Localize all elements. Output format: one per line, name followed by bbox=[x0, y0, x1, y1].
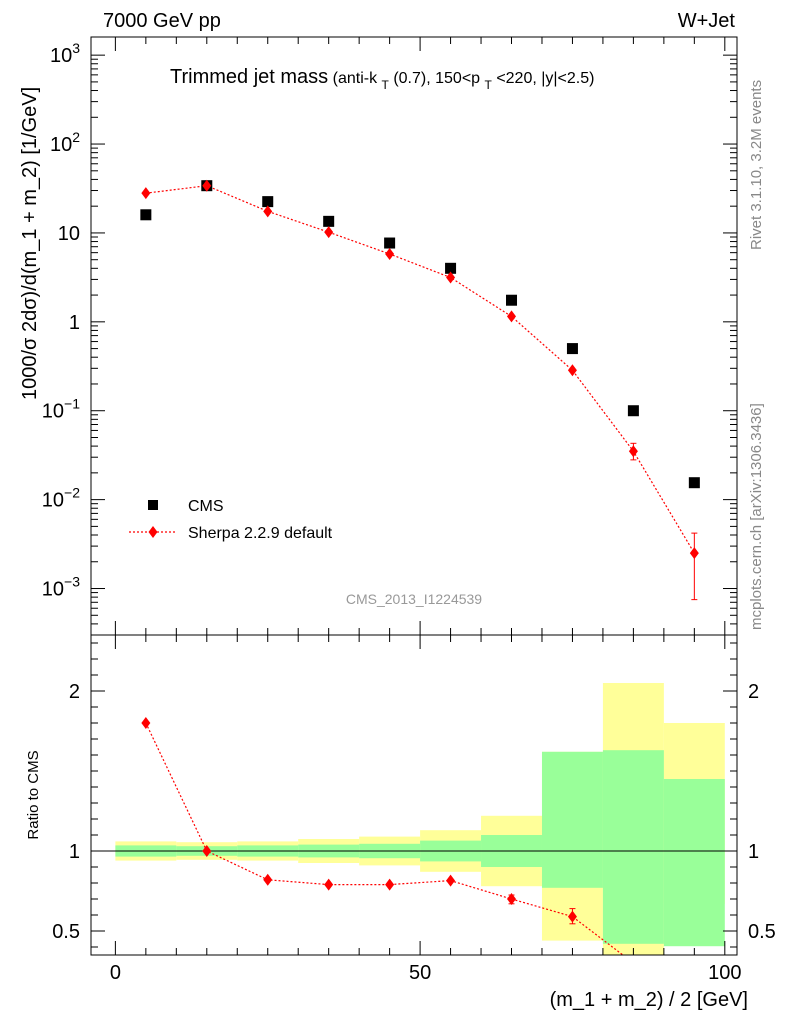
main-sherpa-errors bbox=[630, 442, 698, 601]
legend-cms-marker bbox=[148, 500, 158, 510]
main-y-tick-label-exp: 3 bbox=[72, 40, 80, 56]
header-right-label: W+Jet bbox=[678, 10, 736, 32]
cms-point bbox=[140, 209, 152, 221]
main-y-tick-label-exp: −3 bbox=[64, 574, 80, 590]
ratio-sherpa-line bbox=[145, 722, 624, 955]
sherpa-point bbox=[689, 547, 699, 560]
ratio-y-tick-label-right: 0.5 bbox=[748, 921, 776, 943]
chart-title-detail-sub1: T bbox=[382, 78, 390, 92]
cms-point bbox=[627, 405, 639, 417]
main-y-tick-label-base: 10 bbox=[50, 134, 72, 156]
ratio-y-tick-label: 2 bbox=[69, 681, 80, 703]
stat-uncertainty-band bbox=[602, 750, 664, 944]
cms-point bbox=[566, 343, 578, 355]
chart-title-detail-sub2: T bbox=[485, 78, 493, 92]
ratio-x-tick-labels: 0 50 100 bbox=[110, 962, 742, 984]
ratio-sherpa-point bbox=[324, 878, 334, 891]
main-y-tick-label-base: 10 bbox=[50, 45, 72, 67]
sherpa-point bbox=[446, 271, 456, 284]
main-y-tick-label: 10 bbox=[58, 223, 80, 245]
ratio-y-tick-label: 1 bbox=[69, 841, 80, 863]
sherpa-point bbox=[567, 364, 577, 377]
main-y-tick-label-base: 10 bbox=[42, 490, 64, 512]
main-y-tick-label: 102 bbox=[50, 129, 80, 156]
main-y-tick-label-exp: −2 bbox=[64, 485, 80, 501]
main-y-tick-label-exp: −1 bbox=[64, 396, 80, 412]
cms-point bbox=[506, 294, 518, 306]
ratio-panel: 0.5 1 2 0.5 1 2 0 50 100 Ratio to CMS (m_1 + m… bbox=[25, 634, 776, 1011]
cms-point bbox=[384, 237, 396, 249]
main-y-tick-label-base: 10 bbox=[42, 579, 64, 601]
header-left-label: 7000 GeV pp bbox=[103, 10, 221, 32]
cms-point bbox=[688, 477, 700, 489]
sherpa-point bbox=[202, 179, 212, 192]
main-y-tick-label-base: 10 bbox=[42, 401, 64, 423]
ratio-x-tick-label: 50 bbox=[409, 962, 431, 984]
sherpa-point bbox=[141, 187, 151, 200]
ratio-y-tick-label-right: 2 bbox=[748, 681, 759, 703]
ratio-sherpa-points bbox=[141, 717, 638, 969]
chart-title-main: Trimmed jet mass bbox=[170, 66, 328, 88]
sherpa-point bbox=[324, 226, 334, 239]
legend-cms-label: CMS bbox=[188, 498, 224, 515]
ratio-panel-frame bbox=[90, 634, 738, 956]
main-y-tick-label: 10−1 bbox=[42, 396, 80, 423]
ratio-sherpa-point bbox=[263, 873, 273, 886]
main-sherpa-points bbox=[141, 179, 699, 560]
chart-title: Trimmed jet mass (anti-k T (0.7), 150<p … bbox=[170, 66, 594, 93]
sherpa-point bbox=[263, 205, 273, 218]
ratio-y-tick-label: 0.5 bbox=[52, 921, 80, 943]
sherpa-point bbox=[507, 310, 517, 323]
ratio-y-axis-label: Ratio to CMS bbox=[25, 750, 42, 839]
ratio-x-tick-label: 0 bbox=[110, 962, 121, 984]
main-y-tick-label-base: 1 bbox=[69, 312, 80, 334]
sherpa-point bbox=[628, 445, 638, 458]
ratio-sherpa-point bbox=[141, 717, 151, 729]
mcplots-label: mcplots.cern.ch [arXiv:1306.3436] bbox=[748, 403, 765, 630]
main-y-tick-label: 10−3 bbox=[42, 574, 80, 601]
legend-sherpa-marker bbox=[148, 526, 158, 538]
legend-sherpa-label: Sherpa 2.2.9 default bbox=[188, 525, 333, 542]
main-panel-frame bbox=[90, 36, 738, 636]
ratio-y-tick-labels-right: 0.5 1 2 bbox=[748, 681, 776, 943]
main-panel-ticks bbox=[91, 37, 737, 636]
analysis-label: CMS_2013_I1224539 bbox=[346, 591, 482, 607]
main-y-tick-label: 103 bbox=[50, 40, 80, 67]
rivet-version-label: Rivet 3.1.10, 3.2M events bbox=[748, 80, 765, 250]
legend: CMS Sherpa 2.2.9 default bbox=[129, 498, 333, 542]
main-y-tick-label-exp: 2 bbox=[72, 129, 80, 145]
sherpa-line bbox=[145, 185, 695, 554]
ratio-sherpa-point bbox=[507, 893, 517, 905]
x-axis-label: (m_1 + m_2) / 2 [GeV] bbox=[550, 989, 748, 1011]
cms-point bbox=[323, 215, 335, 227]
main-y-tick-label: 1 bbox=[69, 312, 80, 334]
ratio-sherpa-point bbox=[202, 845, 212, 857]
stat-uncertainty-band bbox=[541, 751, 603, 888]
ratio-panel-ticks bbox=[91, 635, 737, 955]
chart-title-detail-close: <220, |y|<2.5) bbox=[496, 70, 594, 87]
stat-uncertainty-band bbox=[663, 779, 725, 947]
ratio-y-tick-labels: 0.5 1 2 bbox=[52, 681, 80, 943]
main-cms-points bbox=[140, 180, 700, 489]
main-y-tick-label-base: 10 bbox=[58, 223, 80, 245]
ratio-sherpa-point bbox=[567, 910, 577, 923]
ratio-sherpa-point bbox=[385, 878, 395, 891]
sherpa-point bbox=[385, 247, 395, 260]
ratio-sherpa-point bbox=[446, 874, 456, 887]
chart-title-detail-mid: (0.7), 150<p bbox=[393, 70, 480, 87]
main-y-tick-label: 10−2 bbox=[42, 485, 80, 512]
ratio-x-tick-label: 100 bbox=[708, 962, 741, 984]
ratio-sherpa-line bbox=[145, 722, 624, 955]
main-sherpa-line bbox=[145, 185, 695, 554]
chart-title-detail-open: (anti-k bbox=[333, 70, 378, 87]
ratio-sherpa-point bbox=[629, 957, 638, 969]
cms-point bbox=[262, 196, 274, 208]
ratio-y-tick-label-right: 1 bbox=[748, 841, 759, 863]
cms-point bbox=[445, 262, 457, 274]
main-y-axis-label: 1000/σ 2dσ)/d(m_1 + m_2) [1/GeV] bbox=[19, 87, 41, 400]
